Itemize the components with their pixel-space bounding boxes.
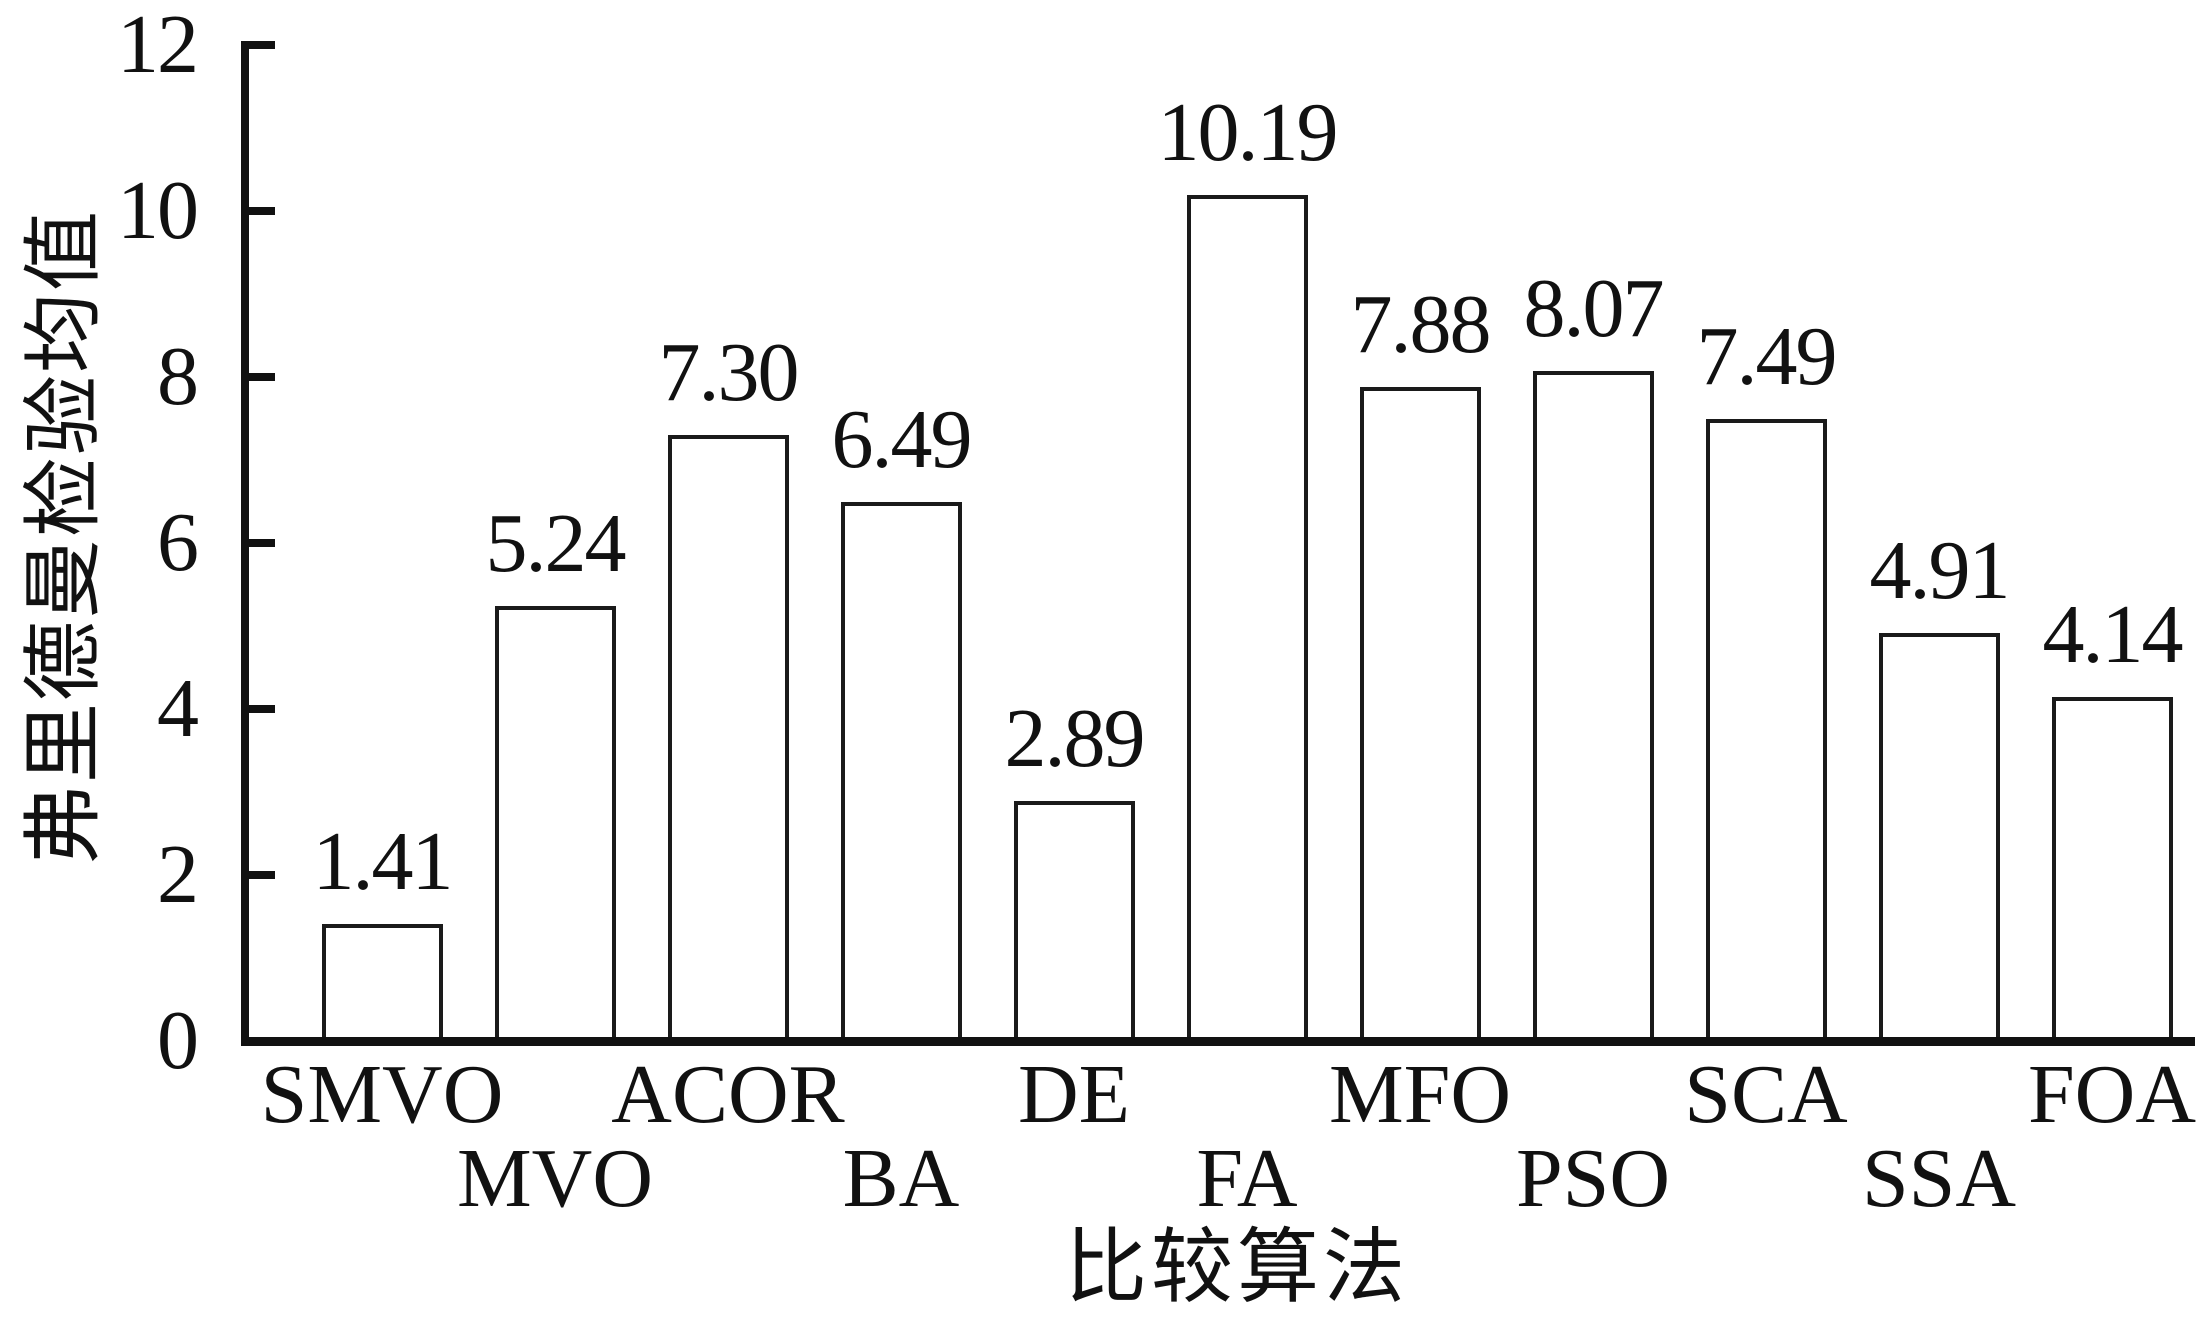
bar-ACOR	[667, 435, 789, 1041]
y-tick-label-2: 2	[157, 828, 199, 921]
x-axis-line	[241, 1037, 2195, 1046]
bar-BA	[840, 502, 962, 1041]
y-tick-mark-8	[249, 373, 275, 381]
x-category-label-SMVO: SMVO	[260, 1048, 504, 1141]
y-tick-label-4: 4	[157, 662, 199, 755]
y-tick-label-6: 6	[157, 496, 199, 589]
x-category-label-BA: BA	[842, 1132, 960, 1225]
x-category-label-FA: FA	[1196, 1132, 1298, 1225]
bar-FA	[1186, 195, 1308, 1041]
bar-value-label-ACOR: 7.30	[658, 326, 800, 420]
bar-value-label-SCA: 7.49	[1696, 310, 1838, 404]
bar-MVO	[494, 606, 616, 1041]
bar-value-label-MFO: 7.88	[1350, 277, 1492, 371]
bar-value-label-PSO: 8.07	[1523, 262, 1665, 356]
x-category-label-MFO: MFO	[1328, 1048, 1512, 1141]
bar-value-label-FOA: 4.14	[2042, 588, 2184, 682]
y-tick-label-10: 10	[117, 164, 199, 257]
bar-value-label-FA: 10.19	[1157, 86, 1339, 180]
y-tick-mark-12	[249, 41, 275, 49]
bar-value-label-SMVO: 1.41	[312, 814, 454, 908]
y-tick-label-0: 0	[157, 994, 199, 1087]
bar-MFO	[1359, 386, 1481, 1041]
bar-PSO	[1532, 371, 1654, 1041]
x-axis-title: 比较算法	[1064, 1222, 1409, 1313]
y-tick-mark-4	[249, 705, 275, 713]
x-category-label-FOA: FOA	[2027, 1048, 2197, 1141]
x-category-label-PSO: PSO	[1515, 1132, 1671, 1225]
bar-value-label-DE: 2.89	[1004, 692, 1146, 786]
bar-value-label-MVO: 5.24	[485, 497, 627, 591]
x-category-label-DE: DE	[1018, 1048, 1130, 1141]
bar-value-label-BA: 6.49	[831, 393, 973, 487]
x-category-label-MVO: MVO	[456, 1132, 653, 1225]
y-tick-mark-6	[249, 539, 275, 547]
bar-DE	[1013, 801, 1135, 1041]
y-tick-mark-10	[249, 207, 275, 215]
bar-FOA	[2051, 697, 2173, 1041]
bar-SMVO	[321, 923, 443, 1041]
bar-SSA	[1878, 633, 2000, 1041]
y-tick-label-12: 12	[117, 0, 199, 91]
bar-SCA	[1705, 419, 1827, 1041]
bar-value-label-SSA: 4.91	[1869, 524, 2011, 618]
x-category-label-ACOR: ACOR	[611, 1048, 845, 1141]
y-tick-label-8: 8	[157, 330, 199, 423]
y-axis-line	[241, 41, 249, 1043]
x-category-label-SSA: SSA	[1861, 1132, 2017, 1225]
y-tick-mark-2	[249, 871, 275, 879]
x-category-label-SCA: SCA	[1684, 1048, 1848, 1141]
